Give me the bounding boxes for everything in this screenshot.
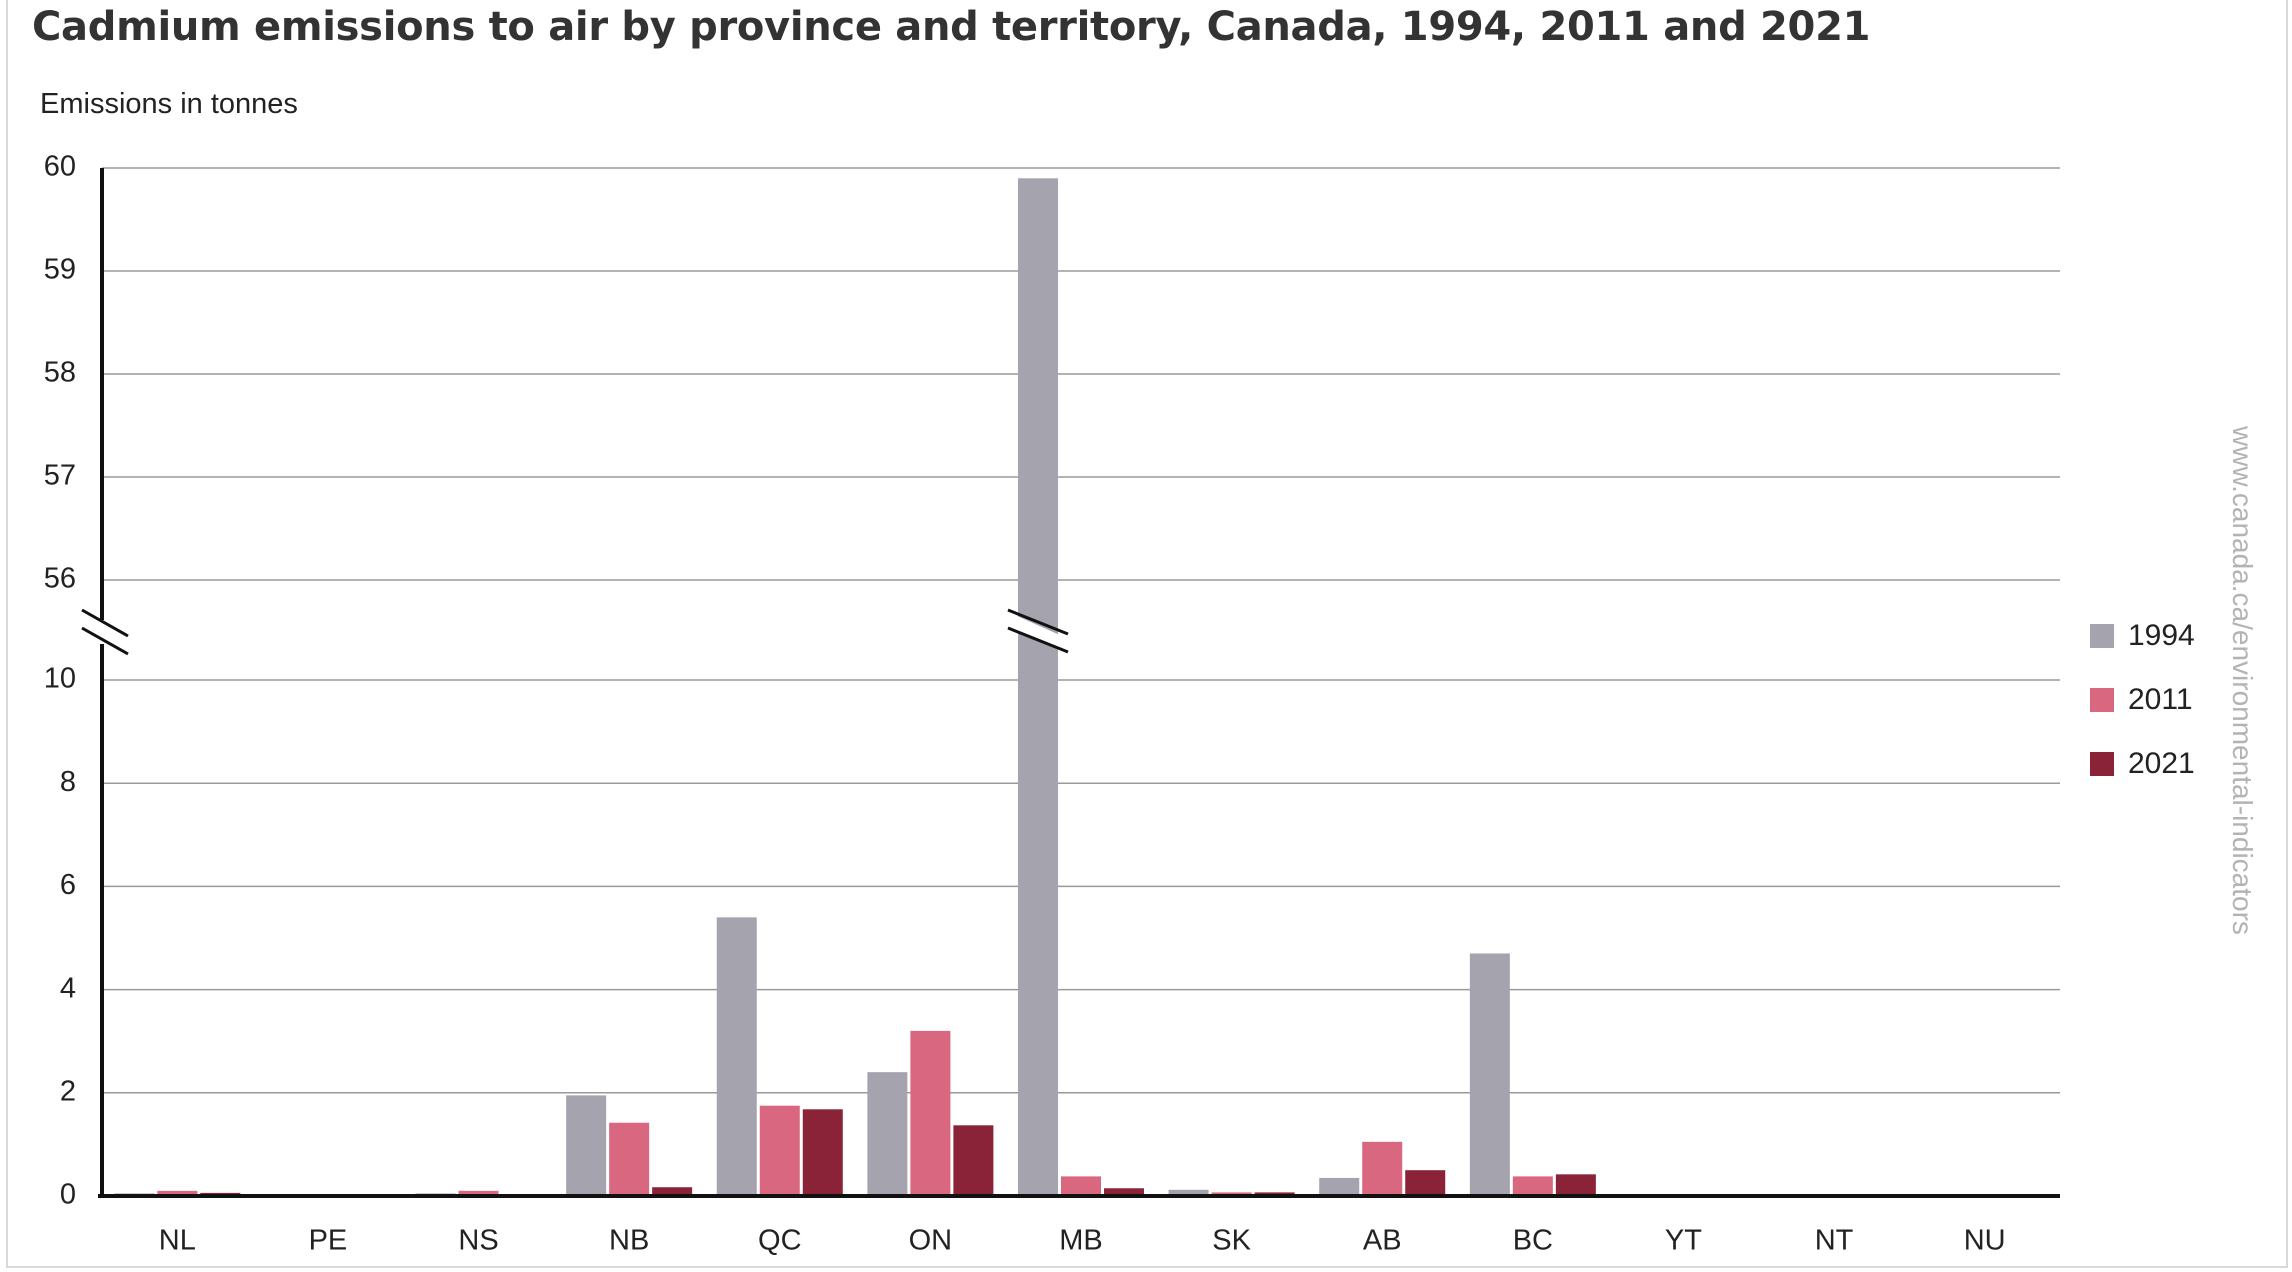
y-tick-label: 60 bbox=[44, 151, 76, 183]
bar-2011-AB bbox=[1362, 1141, 1403, 1196]
y-tick-label: 59 bbox=[44, 254, 76, 286]
y-tick-label: 56 bbox=[44, 563, 76, 595]
bar-2021-MB bbox=[1104, 1188, 1144, 1196]
legend-item-2021: 2021 bbox=[2090, 732, 2195, 796]
bar-2021-NB bbox=[652, 1187, 693, 1196]
legend-swatch-2021 bbox=[2090, 752, 2114, 776]
legend-swatch-2011 bbox=[2090, 688, 2114, 712]
bar-2011-QC bbox=[759, 1105, 800, 1196]
bar-1994-BC bbox=[1469, 953, 1510, 1196]
y-tick-label: 0 bbox=[60, 1179, 76, 1211]
bar-1994-SK bbox=[1168, 1189, 1209, 1196]
bar-2011-NB bbox=[609, 1122, 650, 1196]
x-tick-label-YT: YT bbox=[1665, 1225, 1702, 1257]
legend: 1994 2011 2021 bbox=[2090, 604, 2195, 796]
x-tick-label-AB: AB bbox=[1363, 1225, 1402, 1257]
legend-item-2011: 2011 bbox=[2090, 668, 2195, 732]
bar-2011-NL bbox=[157, 1190, 198, 1196]
source-note: www.canada.ca/environmental-indicators bbox=[2227, 426, 2258, 935]
chart-title: Cadmium emissions to air by province and… bbox=[32, 4, 1871, 50]
x-tick-label-NL: NL bbox=[159, 1225, 196, 1257]
x-tick-label-NT: NT bbox=[1815, 1225, 1854, 1257]
bar-2021-ON bbox=[953, 1125, 994, 1196]
x-tick-label-PE: PE bbox=[309, 1225, 348, 1257]
bar-1994-ON bbox=[867, 1072, 908, 1196]
bar-2021-QC bbox=[802, 1109, 843, 1196]
y-tick-label: 4 bbox=[60, 972, 76, 1004]
x-tick-label-SK: SK bbox=[1212, 1225, 1251, 1257]
axis-break-mark bbox=[81, 626, 129, 656]
x-tick-label-MB: MB bbox=[1059, 1225, 1103, 1257]
x-tick-label-QC: QC bbox=[758, 1225, 802, 1257]
x-tick-label-ON: ON bbox=[909, 1225, 953, 1257]
x-tick-label-NU: NU bbox=[1964, 1225, 2006, 1257]
x-tick-label-BC: BC bbox=[1513, 1225, 1553, 1257]
bar-2011-BC bbox=[1512, 1176, 1553, 1196]
y-tick-label: 6 bbox=[60, 869, 76, 901]
bar-2021-BC bbox=[1555, 1174, 1596, 1196]
x-tick-label-NB: NB bbox=[609, 1225, 649, 1257]
bar-2011-NS bbox=[458, 1190, 499, 1196]
y-tick-label: 8 bbox=[60, 766, 76, 798]
x-tick-label-NS: NS bbox=[458, 1225, 498, 1257]
bar-2021-AB bbox=[1405, 1170, 1446, 1196]
bar-break-gap bbox=[1011, 616, 1065, 650]
bar-break-mark bbox=[1007, 626, 1069, 654]
bar-1994-AB bbox=[1319, 1177, 1360, 1196]
bar-1994-MB bbox=[1018, 178, 1058, 1197]
legend-label-2021: 2021 bbox=[2128, 747, 2195, 780]
chart-frame bbox=[6, 0, 2288, 1268]
y-axis-label: Emissions in tonnes bbox=[40, 88, 298, 120]
bar-1994-QC bbox=[716, 917, 757, 1196]
legend-swatch-1994 bbox=[2090, 624, 2114, 648]
bar-break-mark bbox=[1007, 608, 1069, 636]
legend-label-1994: 1994 bbox=[2128, 619, 2195, 652]
y-tick-label: 2 bbox=[60, 1075, 76, 1107]
axis-break-mark bbox=[81, 608, 129, 638]
y-tick-label: 10 bbox=[44, 663, 76, 695]
bar-2011-ON bbox=[910, 1030, 951, 1196]
bar-2011-MB bbox=[1061, 1176, 1101, 1196]
legend-item-1994: 1994 bbox=[2090, 604, 2195, 668]
y-tick-label: 58 bbox=[44, 357, 76, 389]
legend-label-2011: 2011 bbox=[2128, 683, 2193, 716]
y-tick-label: 57 bbox=[44, 460, 76, 492]
bar-1994-NB bbox=[566, 1095, 607, 1196]
